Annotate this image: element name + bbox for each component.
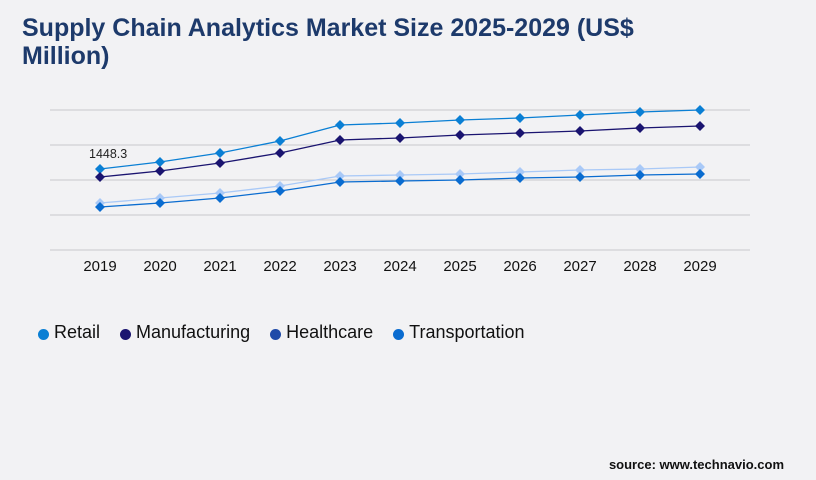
data-point: [335, 119, 345, 130]
data-point: [635, 169, 645, 180]
data-point: [395, 169, 405, 180]
x-tick-label: 2021: [203, 258, 236, 275]
x-tick-label: 2029: [683, 258, 716, 275]
source-text: source: www.technavio.com: [608, 457, 784, 472]
legend-marker-icon: [38, 328, 49, 340]
data-point: [395, 117, 405, 128]
data-point: [95, 163, 105, 174]
data-point: [695, 105, 705, 115]
data-label: 1448.3: [89, 147, 127, 161]
data-point: [515, 173, 525, 184]
data-point: [695, 120, 705, 131]
legend-label: Healthcare: [286, 322, 374, 342]
x-tick-label: 2025: [443, 258, 476, 275]
data-point: [215, 148, 225, 159]
data-point: [455, 115, 465, 126]
data-point: [155, 198, 165, 209]
data-point: [95, 201, 105, 212]
x-tick-label: 2027: [563, 258, 596, 275]
x-tick-label: 2022: [263, 258, 296, 275]
x-tick-label: 2026: [503, 258, 536, 275]
data-point: [515, 166, 525, 177]
data-point: [695, 161, 705, 172]
data-point: [455, 174, 465, 185]
data-point: [335, 176, 345, 187]
data-point: [695, 168, 705, 179]
data-point: [95, 172, 105, 183]
legend-item: Manufacturing: [120, 322, 250, 343]
data-point: [515, 127, 525, 138]
x-tick-label: 2023: [323, 258, 356, 275]
legend-label: Manufacturing: [136, 322, 251, 342]
data-point: [275, 148, 285, 159]
x-tick-label: 2019: [83, 258, 116, 275]
data-point: [215, 192, 225, 203]
data-point: [575, 172, 585, 183]
data-point: [575, 109, 585, 120]
data-point: [275, 135, 285, 146]
legend-marker-icon: [270, 328, 282, 340]
data-point: [155, 165, 165, 176]
legend-item: Healthcare: [270, 322, 373, 343]
data-point: [275, 185, 285, 196]
data-point: [455, 130, 465, 141]
legend-marker-icon: [393, 328, 405, 340]
data-point: [455, 168, 465, 179]
legend: Retail Manufacturing Healthcare Transportat…: [38, 322, 525, 343]
legend-label: Transportation: [409, 322, 525, 342]
x-tick-label: 2020: [143, 258, 176, 275]
chart-title: Supply Chain Analytics Market Size 2025-…: [22, 14, 634, 70]
data-point: [155, 192, 165, 203]
data-point: [395, 132, 405, 143]
data-point: [635, 164, 645, 175]
data-point: [395, 175, 405, 186]
data-point: [155, 157, 165, 168]
data-point: [515, 112, 525, 123]
legend-marker-icon: [120, 328, 132, 340]
line-chart: 2019 2020 2021 2022 2023 2024 2025 2026 2027 2028…: [50, 105, 750, 275]
x-tick-label: 2024: [383, 258, 416, 275]
data-point: [215, 157, 225, 168]
legend-item: Transportation: [393, 322, 525, 343]
data-point: [635, 107, 645, 118]
data-point: [335, 134, 345, 145]
data-point: [575, 165, 585, 176]
legend-item: Retail: [38, 322, 100, 343]
data-point: [575, 125, 585, 136]
legend-label: Retail: [54, 322, 101, 342]
data-point: [335, 171, 345, 182]
x-tick-label: 2028: [623, 258, 656, 275]
data-point: [635, 123, 645, 134]
